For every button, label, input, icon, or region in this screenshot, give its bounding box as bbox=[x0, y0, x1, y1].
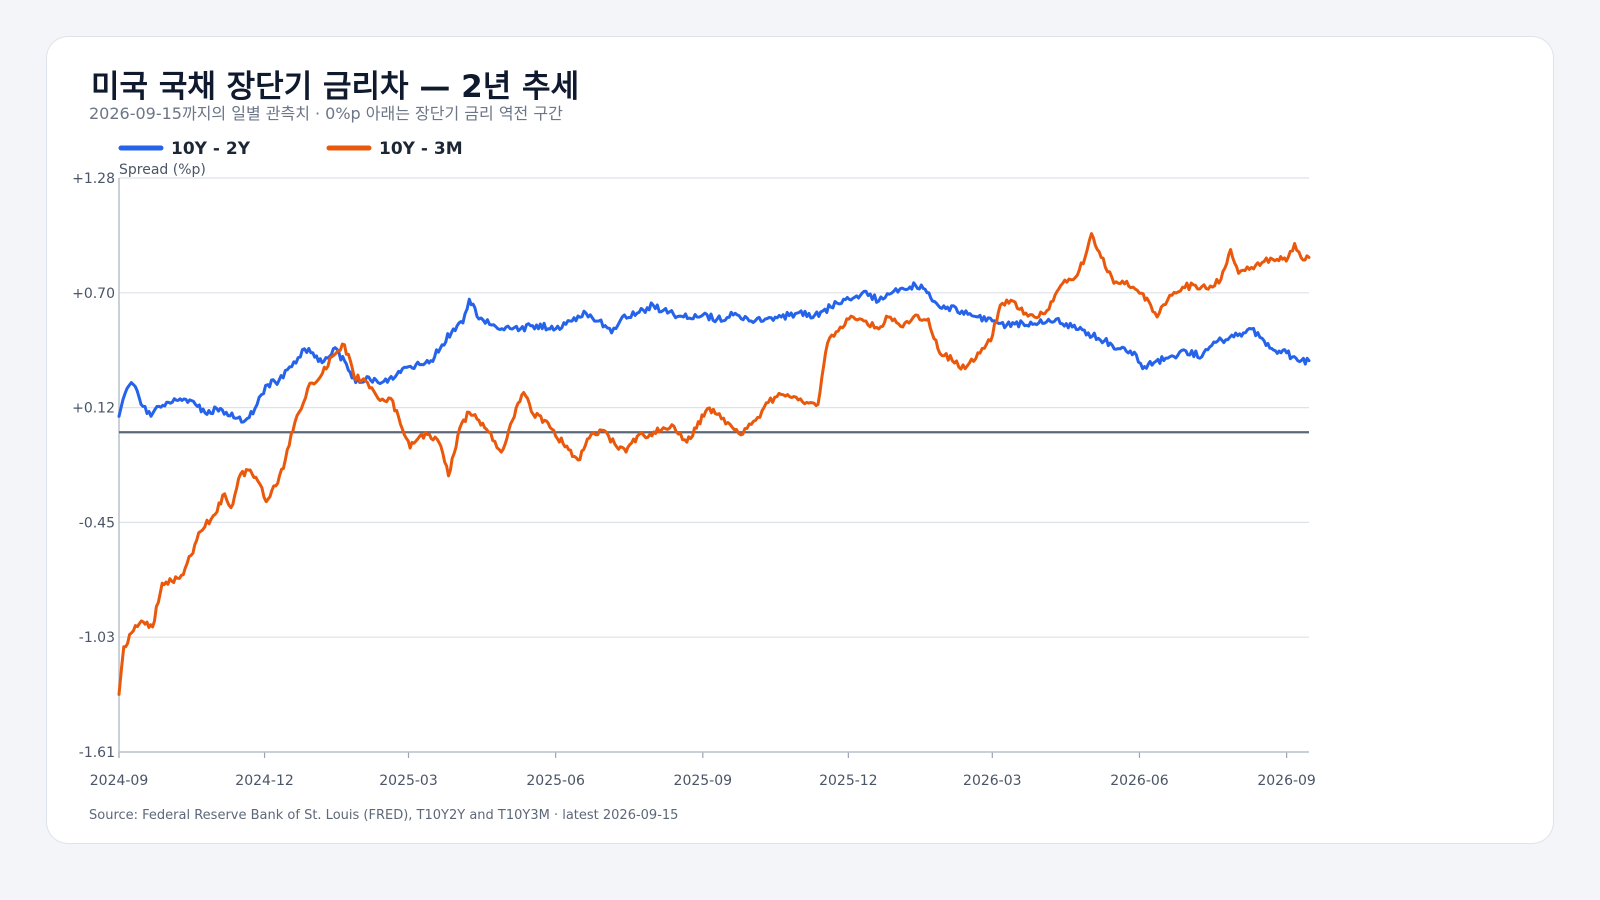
legend-label-10y-3m: 10Y - 3M bbox=[379, 139, 463, 159]
chart-title: 미국 국채 장단기 금리차 — 2년 추세 bbox=[91, 69, 579, 105]
x-tick-label: 2026-06 bbox=[1110, 773, 1169, 789]
legend: 10Y - 2Y 10Y - 3M bbox=[118, 139, 463, 159]
series-line-10y-2y bbox=[117, 281, 1311, 424]
y-tick-label: -1.03 bbox=[79, 630, 115, 646]
y-axis-title: Spread (%p) bbox=[119, 162, 206, 178]
series-layer bbox=[117, 232, 1311, 696]
chart-card: 미국 국채 장단기 금리차 — 2년 추세 2026-09-15까지의 일별 관… bbox=[46, 36, 1554, 844]
legend-item-10y-2y[interactable]: 10Y - 2Y bbox=[118, 139, 251, 159]
x-tick-label: 2025-12 bbox=[819, 773, 878, 789]
chart-subtitle: 2026-09-15까지의 일별 관측치 · 0%p 아래는 장단기 금리 역전… bbox=[89, 104, 563, 123]
legend-label-10y-2y: 10Y - 2Y bbox=[171, 139, 251, 159]
x-tick-label: 2025-06 bbox=[526, 773, 585, 789]
gridlines bbox=[119, 177, 1309, 638]
y-axis-ticks: +1.28 +0.70 +0.12 -0.45 -1.03 -1.61 bbox=[72, 171, 115, 761]
x-tick-label: 2024-09 bbox=[90, 773, 149, 789]
y-tick-label: +0.70 bbox=[72, 286, 115, 302]
x-axis-ticks: 2024-09 2024-12 2025-03 2025-06 2025-09 2025-… bbox=[90, 752, 1316, 789]
x-tick-label: 2024-12 bbox=[235, 773, 294, 789]
line-chart: 미국 국채 장단기 금리차 — 2년 추세 2026-09-15까지의 일별 관… bbox=[72, 69, 1316, 823]
source-note: Source: Federal Reserve Bank of St. Loui… bbox=[89, 808, 678, 823]
series-line-10y-3m bbox=[117, 232, 1311, 696]
x-tick-label: 2025-09 bbox=[674, 773, 733, 789]
y-tick-label: -1.61 bbox=[79, 745, 115, 761]
y-tick-label: +1.28 bbox=[72, 171, 115, 187]
x-tick-label: 2026-09 bbox=[1257, 773, 1316, 789]
legend-item-10y-3m[interactable]: 10Y - 3M bbox=[326, 139, 463, 159]
x-tick-label: 2025-03 bbox=[379, 773, 438, 789]
axes bbox=[118, 178, 1309, 753]
y-tick-label: -0.45 bbox=[79, 515, 115, 531]
x-tick-label: 2026-03 bbox=[963, 773, 1022, 789]
y-tick-label: +0.12 bbox=[72, 401, 115, 417]
